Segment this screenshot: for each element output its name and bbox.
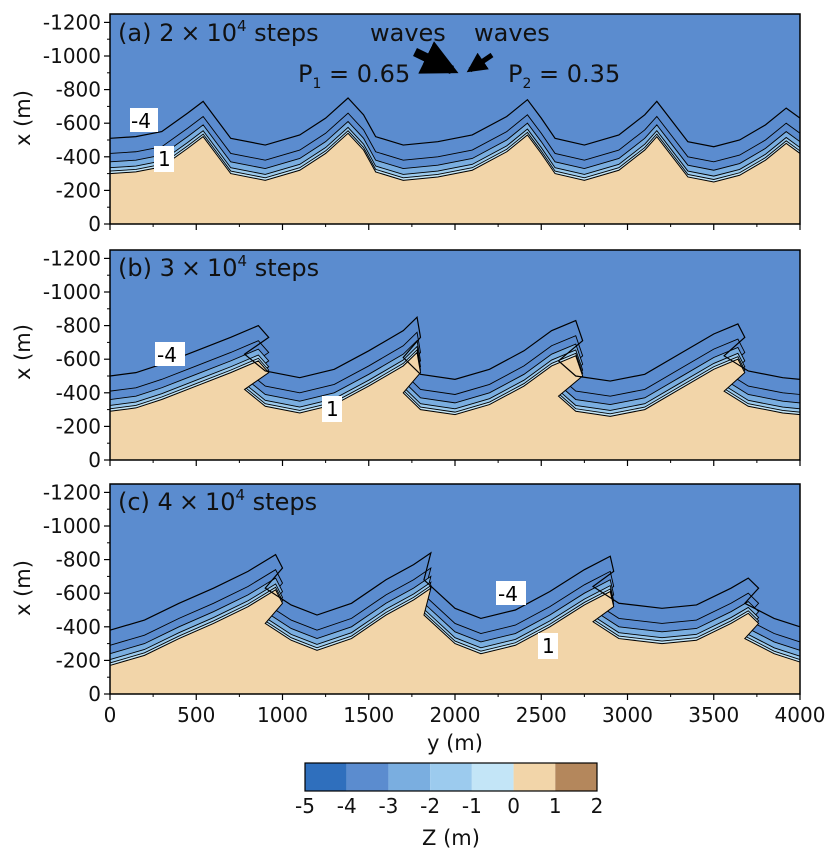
y-tick-label: -1000	[43, 280, 101, 304]
wave-arrow-large-icon	[413, 41, 459, 75]
x-tick-label: 1500	[343, 703, 394, 727]
y-tick-label: -600	[56, 581, 101, 605]
y-tick-label: -1000	[43, 514, 101, 538]
wave-arrow-small-icon	[466, 52, 494, 73]
y-tick-label: -600	[56, 347, 101, 371]
contour-label-a-neg4: -4	[131, 109, 151, 133]
colorbar-tick-label: -3	[378, 794, 398, 818]
y-tick-label: 0	[88, 212, 101, 236]
colorbar-tick-label: 1	[549, 794, 562, 818]
panel-label-a: (a) 2 × 104 steps	[118, 17, 319, 47]
x-tick-label: 500	[177, 703, 215, 727]
colorbar-tick-label: 0	[507, 794, 520, 818]
y-tick-label: -200	[56, 178, 101, 202]
contour-label-b-1-box	[322, 396, 342, 422]
contour-label-b-1: 1	[326, 397, 339, 421]
colorbar: -5 -4 -3 -2 -1 0 1 2	[295, 762, 604, 818]
contour-label-b-neg4-box	[155, 342, 185, 366]
colorbar-tick-label: -1	[462, 794, 482, 818]
y-tick-label: -400	[56, 615, 101, 639]
contour-labels: -4 1 -4 1 -4 1	[130, 108, 558, 659]
y-tick-label: 0	[88, 448, 101, 472]
y-axis-title-b: x (m)	[11, 324, 35, 380]
x-tick-label: 1000	[257, 703, 308, 727]
contour-neg4	[109, 315, 801, 382]
y-tick-label: -1200	[43, 246, 101, 270]
y-tick-label: 0	[88, 682, 101, 706]
contour-label-c-1-box	[538, 633, 558, 659]
y-axis-title-c: x (m)	[11, 560, 35, 616]
y-tick-label: -800	[56, 78, 101, 102]
x-tick-label: 3500	[688, 703, 739, 727]
p1-label: P1 = 0.65	[298, 60, 410, 92]
x-tick-label: 0	[104, 703, 117, 727]
x-axis-title: y (m)	[427, 731, 483, 755]
waves-label-right: waves	[474, 19, 550, 47]
colorbar-swatch	[555, 763, 597, 791]
colorbar-swatch	[430, 763, 472, 791]
colorbar-swatch	[346, 763, 389, 791]
x-tick-label: 4000	[775, 703, 826, 727]
contour-neg4	[109, 551, 801, 631]
panel-c: 0 -200 -400 -600 -800 -1000 -1200 0 500 1000 1500 2…	[43, 480, 826, 727]
y-tick-label: -400	[56, 145, 101, 169]
y-tick-label: -600	[56, 111, 101, 135]
panel-label-c: (c) 4 × 104 steps	[118, 486, 317, 516]
y-tick-label: -1000	[43, 44, 101, 68]
contour-neg4	[109, 97, 801, 148]
shore-region	[109, 132, 801, 225]
colorbar-swatch	[513, 763, 556, 791]
contour-label-a-1-box	[154, 146, 174, 172]
p2-label: P2 = 0.35	[508, 60, 620, 92]
y-tick-label: -1200	[43, 10, 101, 34]
contour-label-a-1: 1	[158, 147, 171, 171]
panel-b: 0 -200 -400 -600 -800 -1000 -1200	[43, 246, 801, 472]
x-tick-label: 2000	[430, 703, 481, 727]
contour-label-c-1: 1	[542, 634, 555, 658]
contour-label-c-neg4-box	[496, 581, 526, 605]
shore-region	[109, 586, 801, 695]
colorbar-tick-label: -2	[420, 794, 440, 818]
colorbar-swatch	[305, 763, 347, 791]
colorbar-title: Z (m)	[422, 826, 480, 850]
contour-label-c-neg4: -4	[498, 582, 518, 606]
y-tick-label: -1200	[43, 480, 101, 504]
x-tick-label: 2500	[516, 703, 567, 727]
y-tick-label: -200	[56, 414, 101, 438]
colorbar-swatch	[471, 763, 514, 791]
y-tick-label: -400	[56, 381, 101, 405]
colorbar-swatch	[388, 763, 431, 791]
waves-label-left: waves	[370, 19, 446, 47]
contour-label-b-neg4: -4	[157, 343, 177, 367]
colorbar-tick-label: 2	[591, 794, 604, 818]
shore-region	[109, 351, 801, 461]
colorbar-tick-label: -4	[337, 794, 357, 818]
x-tick-label: 3000	[602, 703, 653, 727]
y-tick-label: -800	[56, 314, 101, 338]
colorbar-tick-label: -5	[295, 794, 315, 818]
y-axis-title-a: x (m)	[11, 90, 35, 146]
y-tick-label: -800	[56, 548, 101, 572]
panel-label-b: (b) 3 × 104 steps	[118, 252, 319, 282]
contour-label-a-neg4-box	[130, 108, 158, 132]
y-tick-label: -200	[56, 648, 101, 672]
colorbar-frame	[304, 762, 598, 792]
